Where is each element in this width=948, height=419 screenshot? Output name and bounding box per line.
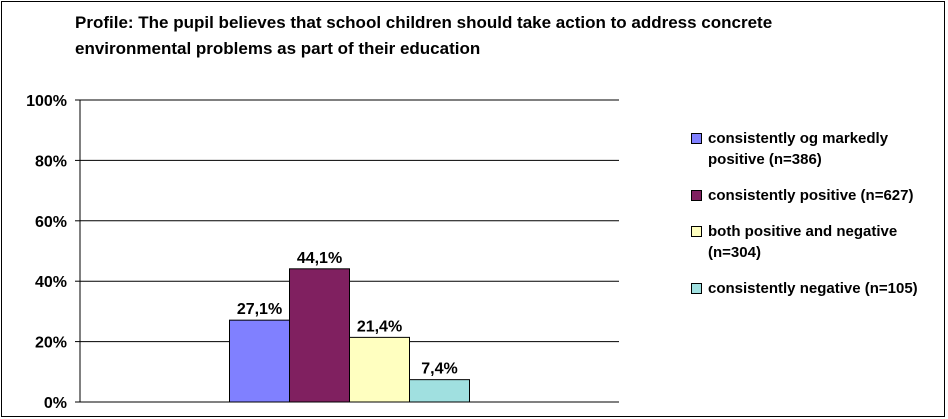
y-tick-label: 80% — [35, 153, 67, 170]
legend-item: both positive and negative (n=304) — [691, 221, 941, 263]
bar — [349, 336, 410, 403]
data-label: 44,1% — [297, 250, 342, 267]
legend-item: consistently og markedly positive (n=386… — [691, 128, 941, 170]
legend-item: consistently negative (n=105) — [691, 278, 941, 299]
data-label: 21,4% — [357, 318, 402, 335]
data-label: 7,4% — [421, 361, 457, 378]
legend-label: both positive and negative (n=304) — [708, 223, 898, 261]
y-tick-label: 40% — [35, 274, 67, 291]
bar — [289, 268, 350, 403]
bar — [229, 319, 290, 403]
y-tick-label: 100% — [26, 93, 67, 110]
legend-item: consistently positive (n=627) — [691, 185, 941, 206]
y-tick-label: 0% — [44, 395, 67, 412]
data-label: 27,1% — [237, 301, 282, 318]
legend-swatch — [691, 133, 702, 144]
legend-label: consistently negative (n=105) — [708, 280, 918, 297]
legend-label: consistently og markedly positive (n=386… — [708, 130, 889, 168]
legend-label: consistently positive (n=627) — [708, 187, 914, 204]
legend-swatch — [691, 283, 702, 294]
chart-title: Profile: The pupil believes that school … — [75, 13, 773, 58]
y-tick-label: 60% — [35, 214, 67, 231]
chart-legend: consistently og markedly positive (n=386… — [691, 128, 941, 314]
y-tick-label: 20% — [35, 335, 67, 352]
bar — [409, 379, 470, 403]
legend-swatch — [691, 226, 702, 237]
legend-swatch — [691, 190, 702, 201]
